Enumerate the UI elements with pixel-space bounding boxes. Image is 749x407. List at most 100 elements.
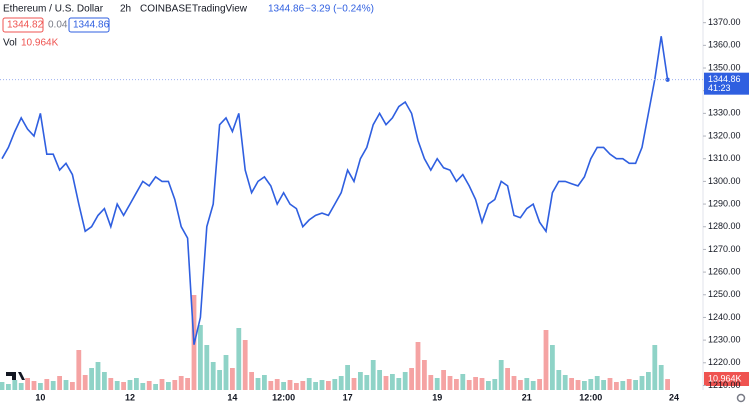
volume-bar <box>178 376 184 390</box>
volume-bar <box>114 381 120 390</box>
volume-bar <box>383 376 389 390</box>
volume-bar <box>12 380 18 390</box>
volume-bar <box>217 370 222 390</box>
volume-bar <box>326 381 331 390</box>
y-tick-label: 1210.00 <box>708 380 741 390</box>
volume-bar <box>204 345 210 390</box>
volume-bar <box>594 376 600 390</box>
volume-bar <box>63 380 69 390</box>
volume-bar <box>57 376 62 390</box>
price-line <box>1 36 669 345</box>
source: TradingView <box>192 4 248 15</box>
volume-bar <box>633 380 638 390</box>
volume-bar <box>306 378 312 390</box>
volume-bar <box>31 381 37 390</box>
volume-bar <box>6 384 11 390</box>
x-tick-label: 12 <box>125 392 135 402</box>
volume-bar <box>95 362 101 390</box>
price-layer <box>1 36 670 345</box>
volume-bar <box>402 372 408 390</box>
exchange: COINBASE <box>140 4 192 15</box>
spread: 0.04 <box>48 20 68 31</box>
y-tick-label: 1220.00 <box>708 357 741 367</box>
volume-bar <box>134 378 139 390</box>
volume-bar <box>351 378 357 390</box>
volume-bar <box>140 383 146 390</box>
volume-bar <box>255 378 261 390</box>
volume-bar <box>268 381 274 390</box>
volume-bar <box>479 378 485 390</box>
volume-bar <box>620 381 626 390</box>
volume-bar <box>639 376 645 390</box>
volume-bar <box>249 372 254 390</box>
change: −3.29 (−0.24%) <box>305 4 374 15</box>
volume-bar <box>492 379 498 390</box>
volume-bar <box>185 378 190 390</box>
volume-bar <box>82 375 88 390</box>
bid: 1344.82 <box>7 20 44 31</box>
volume-bar <box>607 378 613 390</box>
volume-badge-text: 10.964K <box>708 373 742 383</box>
volume-bar <box>313 382 318 390</box>
volume-bar <box>121 382 126 390</box>
interval: 2h <box>120 4 131 15</box>
volume-bar <box>89 368 94 390</box>
volume-bar <box>38 383 43 390</box>
volume-bar <box>658 365 664 390</box>
symbol: Ethereum / U.S. Dollar <box>3 4 104 15</box>
volume-bar <box>434 378 440 390</box>
settings-icon[interactable] <box>736 393 746 403</box>
y-tick-label: 1370.00 <box>708 17 741 27</box>
x-tick-label: 24 <box>669 392 679 402</box>
volume-bar <box>198 325 203 390</box>
x-tick-label: 14 <box>227 392 237 402</box>
volume-bar <box>473 377 478 390</box>
y-tick-label: 1250.00 <box>708 289 741 299</box>
y-tick-label: 1310.00 <box>708 153 741 163</box>
volume-bar <box>102 372 107 390</box>
last-price: 1344.86 <box>268 4 305 15</box>
x-tick-label: 21 <box>522 392 532 402</box>
volume-bar <box>409 368 414 390</box>
volume-bar <box>50 381 56 390</box>
volume-bar <box>274 379 280 390</box>
volume-bar <box>575 380 581 390</box>
volume-bar <box>415 342 421 390</box>
x-tick-label: 10 <box>35 392 45 402</box>
volume-value: 10.964K <box>21 38 59 49</box>
ask: 1344.86 <box>73 20 110 31</box>
volume-bar <box>646 372 651 390</box>
volume-bar <box>287 380 293 390</box>
ask-box <box>68 17 110 33</box>
logo <box>6 372 25 380</box>
volume-bar <box>569 378 574 390</box>
volume-bar <box>390 374 395 390</box>
volume-bar <box>338 376 344 390</box>
volume-bar <box>300 381 306 390</box>
y-tick-label: 1300.00 <box>708 176 741 186</box>
volume-bar <box>447 376 453 390</box>
y-tick-label: 1320.00 <box>708 130 741 140</box>
volume-bar <box>396 378 402 390</box>
volume-bar <box>511 376 517 390</box>
volume-bar <box>127 380 133 390</box>
volume-bar <box>524 378 530 390</box>
y-tick-label: 1230.00 <box>708 334 741 344</box>
volume-bar <box>76 350 82 390</box>
volume-bar <box>505 368 510 390</box>
volume-bar <box>588 379 594 390</box>
volume-bar <box>537 379 542 390</box>
x-tick-label: 19 <box>432 392 442 402</box>
volume-bar <box>44 379 50 390</box>
volume-label: Vol <box>3 38 17 49</box>
volume-bar <box>466 380 472 390</box>
volume-bar <box>319 380 325 390</box>
volume-bar <box>518 380 523 390</box>
y-tick-label: 1270.00 <box>708 244 741 254</box>
volume-bar <box>281 382 286 390</box>
volume-bar <box>166 382 171 390</box>
volume-bar <box>25 378 30 390</box>
volume-bar <box>428 375 434 390</box>
volume-bar <box>486 381 491 390</box>
